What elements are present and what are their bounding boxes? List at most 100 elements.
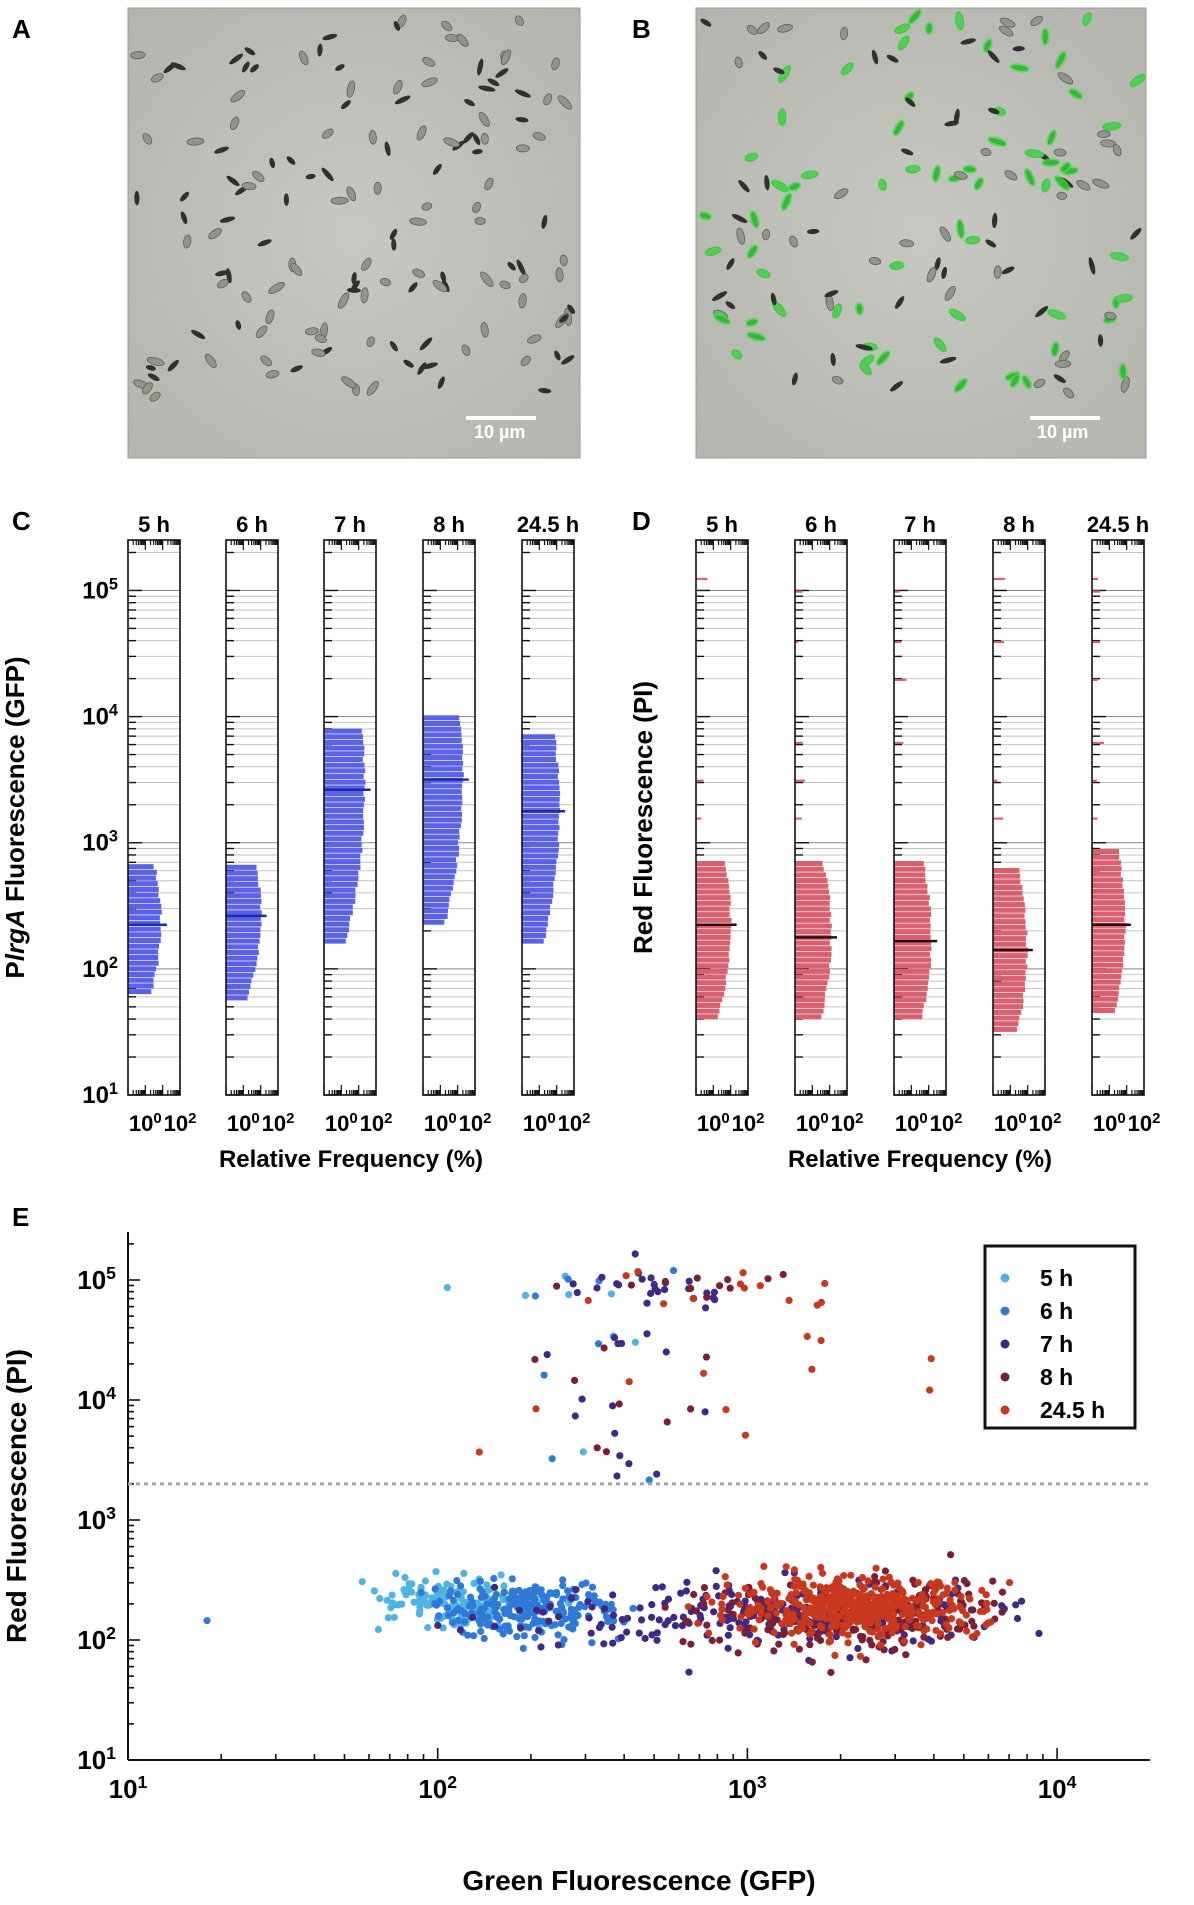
histogram-bar — [128, 909, 162, 915]
histogram-outlier — [696, 577, 708, 581]
scatter-point — [607, 1600, 616, 1608]
scatter-point — [478, 1587, 486, 1595]
bacterial-cell — [340, 100, 351, 110]
scatter-point — [871, 1583, 879, 1591]
histogram-bar — [795, 991, 826, 997]
scatter-point — [721, 1573, 729, 1581]
histogram-outlier — [993, 577, 1005, 581]
histogram-bar — [993, 1026, 1017, 1032]
histogram-bar — [423, 840, 459, 846]
bacterial-cell — [758, 51, 768, 60]
scatter-point — [833, 1597, 841, 1605]
bacterial-cell — [214, 146, 230, 154]
scatter-point — [944, 1633, 952, 1641]
scatter-point — [856, 1581, 864, 1589]
x-tick-label: 102 — [262, 1110, 295, 1137]
scatter-point — [1005, 1579, 1014, 1587]
scatter-point — [497, 1571, 505, 1579]
histogram-bar — [894, 912, 932, 918]
scatter-point — [847, 1571, 855, 1579]
histogram-bar — [324, 813, 364, 819]
scatter-point — [491, 1583, 499, 1591]
bacterial-cell — [146, 356, 165, 367]
histogram-bar — [1092, 849, 1119, 855]
panel-label-a: A — [12, 14, 31, 44]
histogram-bar — [894, 917, 930, 923]
scatter-point — [443, 1604, 452, 1612]
histogram-bar — [324, 938, 346, 944]
bacterial-cell — [230, 89, 246, 103]
bacterial-cell — [551, 57, 560, 71]
histogram-bar — [1092, 900, 1125, 906]
scatter-point — [781, 1569, 789, 1577]
scatter-point — [647, 1274, 655, 1282]
bacterial-cell — [421, 77, 438, 88]
x-tick-label: 100 — [697, 1110, 730, 1137]
scatter-point — [692, 1607, 701, 1615]
scatter-point — [469, 1602, 477, 1610]
scatter-point — [827, 1611, 835, 1619]
histogram-bar — [1092, 939, 1126, 945]
histogram-outlier — [795, 640, 799, 644]
histogram-bar — [324, 728, 362, 734]
scatter-point — [983, 1599, 991, 1607]
histogram-bar — [1092, 934, 1125, 940]
bacterial-cell — [993, 265, 1002, 279]
scatter-point — [736, 1600, 744, 1608]
bacterial-cell — [268, 282, 285, 294]
scatter-point — [983, 1605, 991, 1614]
histogram-bar — [324, 756, 363, 762]
scatter-point — [609, 1402, 617, 1410]
histogram-bar — [423, 794, 463, 800]
histogram-bar — [324, 927, 350, 933]
histogram-bar — [226, 887, 261, 893]
gfp-cell-glow — [1050, 341, 1060, 358]
scatter-point — [460, 1618, 469, 1626]
scatter-point — [982, 1591, 990, 1599]
scatter-point — [817, 1337, 825, 1345]
histogram-bar — [522, 785, 560, 791]
scatter-point — [805, 1572, 813, 1580]
histogram-bar — [324, 825, 364, 831]
histogram-bar — [423, 868, 457, 874]
bacterial-cell — [235, 320, 242, 330]
scatter-point — [685, 1668, 693, 1676]
bacterial-cell — [330, 196, 349, 205]
scatter-points — [203, 1250, 1043, 1677]
bacterial-cell — [554, 350, 561, 361]
histogram-outlier — [894, 590, 900, 593]
scatter-point — [508, 1575, 516, 1583]
bacterial-cell — [379, 277, 392, 287]
bacterial-cell — [149, 391, 161, 402]
scatter-point — [708, 1598, 716, 1606]
scatter-point — [575, 1603, 583, 1612]
scatter-point — [480, 1634, 488, 1643]
bacterial-cell — [806, 228, 820, 235]
gfp-cell-glow — [962, 164, 977, 174]
scatter-point — [764, 1598, 772, 1606]
scatter-point — [816, 1583, 824, 1591]
x-tick-label: 102 — [164, 1110, 197, 1137]
histogram-column: 24.5 h 100 102 — [1087, 512, 1161, 1136]
histogram-outlier — [696, 779, 704, 782]
bacterial-cell — [480, 271, 494, 288]
histogram-bar — [324, 768, 366, 774]
histogram-bar — [993, 953, 1028, 959]
histogram-bar — [522, 762, 559, 768]
scatter-point — [881, 1567, 890, 1575]
histogram-bar — [894, 929, 931, 935]
gfp-cell-glow — [982, 38, 993, 53]
scatter-point — [701, 1408, 709, 1416]
scatter-point — [540, 1371, 548, 1379]
scatter-point — [712, 1582, 720, 1590]
histogram-bar — [226, 927, 261, 933]
histogram-bar — [324, 876, 359, 882]
bacterial-cell — [167, 359, 179, 372]
scatter-point — [826, 1637, 835, 1645]
panel-label-d: D — [632, 506, 651, 536]
bacterial-cell — [219, 216, 236, 223]
y-axis-label: Red Fluorescence (PI) — [628, 681, 658, 954]
scatter-point — [662, 1348, 670, 1356]
bacterial-cell — [391, 238, 397, 251]
bacterial-cell — [474, 216, 486, 226]
